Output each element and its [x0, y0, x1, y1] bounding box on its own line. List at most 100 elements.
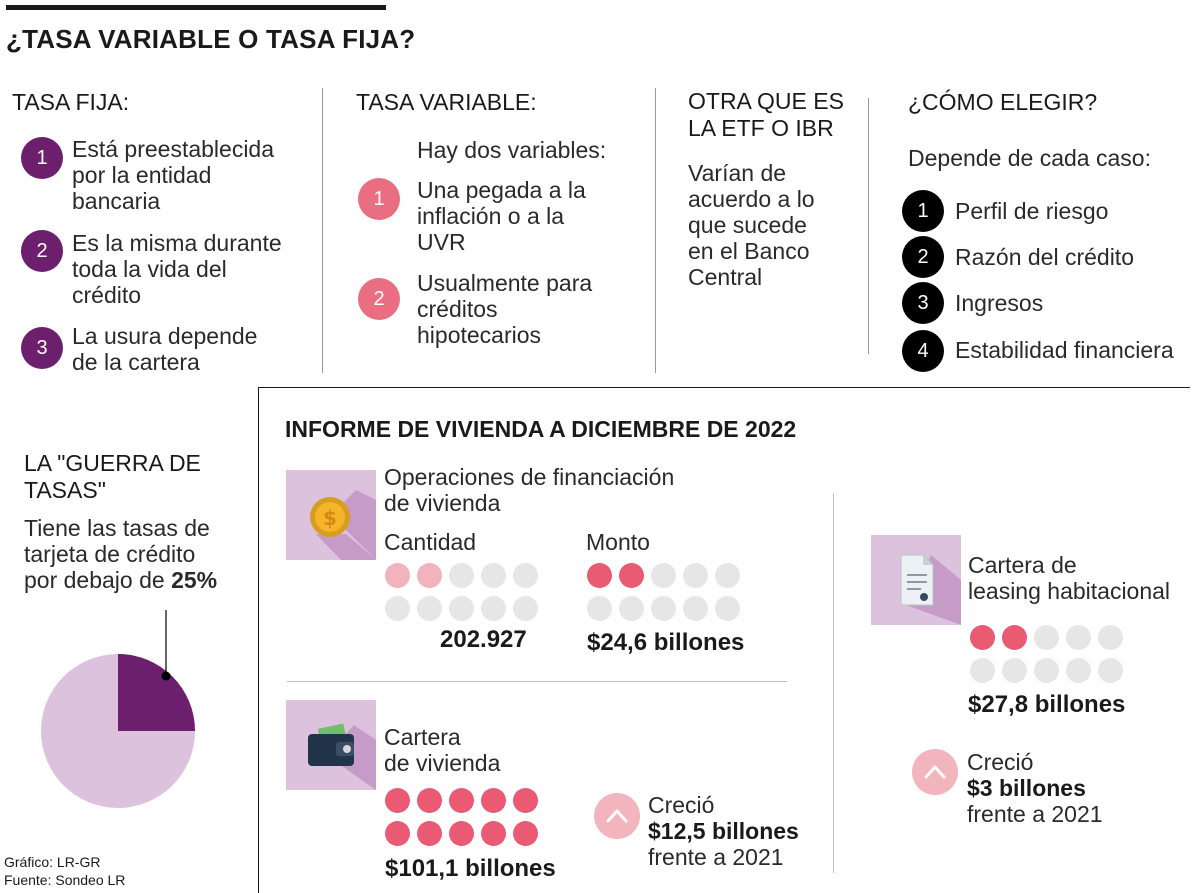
- monto-label: Monto: [586, 529, 650, 555]
- fija-title: TASA FIJA:: [12, 89, 130, 115]
- elegir-item-3: Ingresos: [955, 290, 1044, 316]
- dot-empty: [683, 596, 708, 621]
- elegir-item-2: Razón del crédito: [955, 244, 1134, 270]
- dot-filled: [1002, 625, 1027, 650]
- elegir-item-1: Perfil de riesgo: [955, 198, 1109, 224]
- dot-empty: [651, 596, 676, 621]
- pie-chart: [41, 610, 195, 808]
- dot-filled: [385, 788, 410, 813]
- dot-empty: [715, 563, 740, 588]
- informe-box: [258, 387, 1190, 893]
- dot-filled: [449, 788, 474, 813]
- dot-empty: [481, 563, 506, 588]
- coin-icon: $: [286, 470, 376, 560]
- dot-empty: [715, 596, 740, 621]
- leasing-dots: [970, 625, 1123, 683]
- monto-dots: [587, 563, 740, 621]
- informe-title: INFORME DE VIVIENDA A DICIEMBRE DE 2022: [285, 416, 797, 442]
- dot-empty: [449, 563, 474, 588]
- document-icon: [871, 535, 961, 625]
- variable-title: TASA VARIABLE:: [356, 89, 537, 115]
- elegir-title: ¿CÓMO ELEGIR?: [908, 89, 1098, 115]
- up-chevron-icon: [912, 749, 958, 795]
- guerra-text: Tiene las tasas de tarjeta de crédito por…: [24, 515, 218, 593]
- fija-item-2: Es la misma durante toda la vida del crédi…: [72, 230, 282, 308]
- dot-empty: [449, 596, 474, 621]
- elegir-number-1: 1: [902, 190, 944, 232]
- dot-filled: [417, 788, 442, 813]
- dot-filled: [385, 563, 410, 588]
- dot-filled: [449, 821, 474, 846]
- dot-empty: [619, 596, 644, 621]
- informe-v-divider: [833, 493, 834, 873]
- otra-text: Varían de acuerdo a lo que sucede en el Ban…: [688, 160, 815, 290]
- variable-item-1: Una pegada a la inflación o a la UVR: [417, 177, 586, 255]
- dot-empty: [1098, 658, 1123, 683]
- variable-number-1: 1: [358, 178, 400, 220]
- dot-empty: [1034, 658, 1059, 683]
- dot-empty: [513, 563, 538, 588]
- dot-filled: [587, 563, 612, 588]
- elegir-number-4: 4: [902, 330, 944, 372]
- source-credits: Gráfico: LR-GR Fuente: Sondeo LR: [4, 853, 125, 889]
- cartera-dots: [385, 788, 538, 846]
- informe-h-divider: [287, 681, 787, 682]
- dot-empty: [1066, 625, 1091, 650]
- dot-empty: [1002, 658, 1027, 683]
- divider-1: [322, 88, 323, 373]
- fija-item-3: La usura depende de la cartera: [72, 323, 258, 375]
- variable-number-2: 2: [358, 278, 400, 320]
- dot-empty: [481, 596, 506, 621]
- dot-filled: [385, 821, 410, 846]
- page-title: ¿TASA VARIABLE O TASA FIJA?: [6, 24, 416, 54]
- dot-filled: [481, 788, 506, 813]
- up-chevron-icon: [594, 793, 640, 839]
- dot-empty: [513, 596, 538, 621]
- wallet-icon: [286, 700, 376, 790]
- grafico-credit: Gráfico: LR-GR: [4, 854, 101, 870]
- pie-leader-dot: [161, 671, 171, 681]
- divider-2: [655, 88, 656, 373]
- dot-empty: [970, 658, 995, 683]
- leasing-value: $27,8 billones: [968, 691, 1126, 718]
- cartera-value: $101,1 billones: [385, 855, 556, 882]
- fuente-credit: Fuente: Sondeo LR: [4, 872, 126, 888]
- top-rule: [6, 5, 386, 10]
- variable-item-2: Usualmente para créditos hipotecarios: [417, 270, 593, 348]
- guerra-title: LA "GUERRA DE TASAS": [24, 450, 201, 503]
- dot-empty: [683, 563, 708, 588]
- elegir-item-4: Estabilidad financiera: [955, 337, 1174, 363]
- dot-empty: [1098, 625, 1123, 650]
- leasing-crecio: Creció $3 billones frente a 2021: [967, 749, 1103, 827]
- dot-empty: [1034, 625, 1059, 650]
- dot-empty: [385, 596, 410, 621]
- dot-empty: [1066, 658, 1091, 683]
- dot-filled: [481, 821, 506, 846]
- cantidad-value: 202.927: [440, 626, 527, 653]
- monto-value: $24,6 billones: [587, 629, 745, 656]
- cartera-title: Cartera de vivienda: [384, 724, 501, 776]
- fija-item-1: Está preestablecida por la entidad bancari…: [72, 136, 275, 214]
- dot-empty: [587, 596, 612, 621]
- cantidad-dots: [385, 563, 538, 621]
- otra-title: OTRA QUE ES LA ETF O IBR: [688, 88, 844, 141]
- dot-filled: [513, 788, 538, 813]
- dot-filled: [970, 625, 995, 650]
- fija-number-1: 1: [21, 137, 63, 179]
- dot-filled: [619, 563, 644, 588]
- operaciones-title: Operaciones de financiación de vivienda: [384, 464, 675, 516]
- dot-filled: [417, 563, 442, 588]
- elegir-intro: Depende de cada caso:: [908, 145, 1151, 171]
- dot-empty: [417, 596, 442, 621]
- pie-slice-25: [118, 654, 195, 731]
- fija-number-3: 3: [21, 327, 63, 369]
- elegir-number-3: 3: [902, 282, 944, 324]
- divider-3: [868, 98, 869, 354]
- cantidad-label: Cantidad: [384, 529, 477, 555]
- elegir-number-2: 2: [902, 236, 944, 278]
- cartera-crecio: Creció $12,5 billones frente a 2021: [648, 792, 799, 870]
- dot-filled: [417, 821, 442, 846]
- fija-number-2: 2: [21, 230, 63, 272]
- leasing-title: Cartera de leasing habitacional: [968, 552, 1171, 604]
- svg-text:$: $: [323, 506, 337, 530]
